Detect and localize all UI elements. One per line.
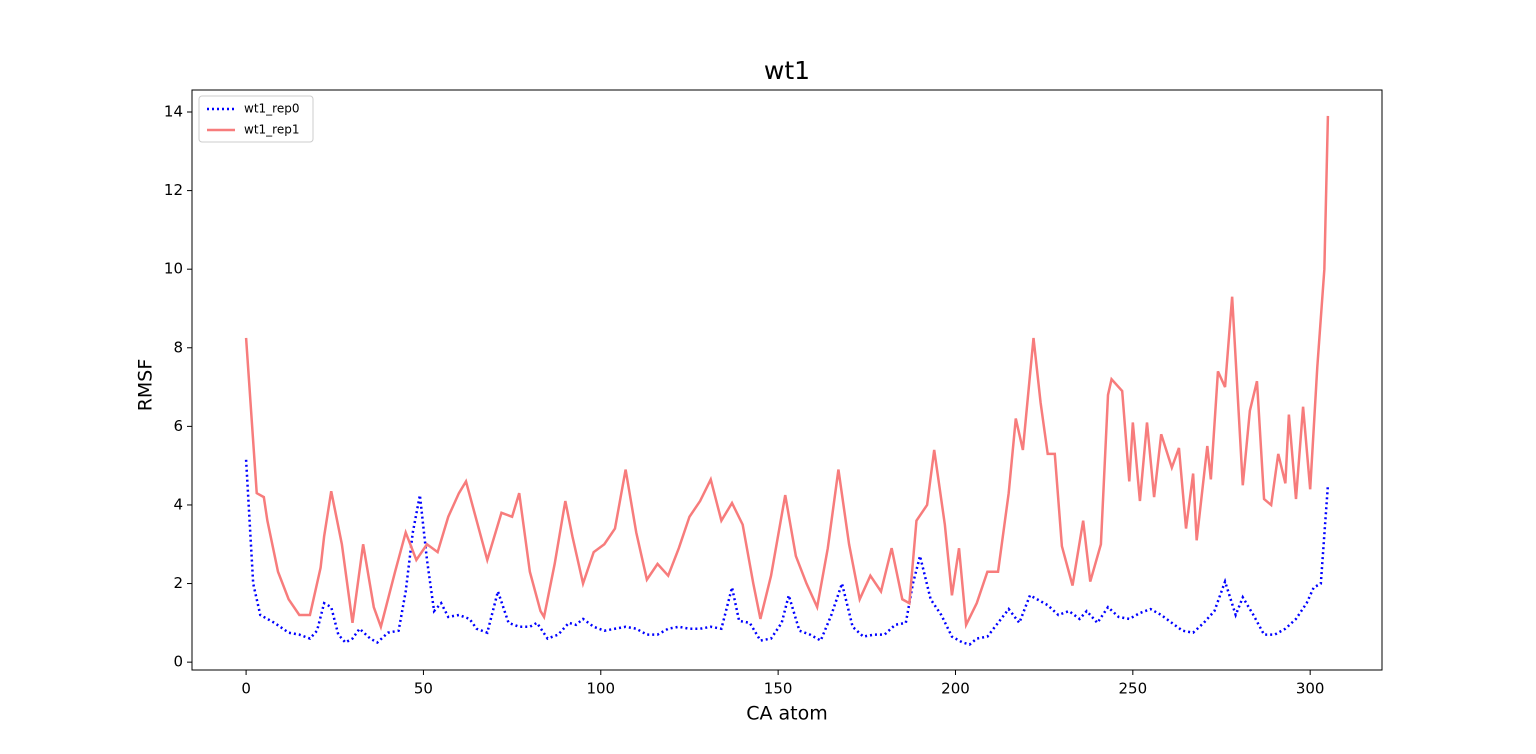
plot-frame (191, 89, 1383, 671)
y-axis-label: RMSF (135, 359, 157, 412)
legend-label: wt1_rep1 (244, 123, 299, 137)
y-tick-label: 14 (164, 103, 183, 121)
x-tick-label: 150 (764, 680, 793, 698)
y-tick-label: 10 (164, 260, 183, 278)
x-tick-label: 250 (1119, 680, 1148, 698)
y-tick-label: 2 (173, 574, 183, 592)
series-line (244, 115, 1330, 632)
series-line (244, 459, 1330, 646)
y-tick-label: 4 (173, 495, 183, 513)
x-axis-label: CA atom (746, 703, 828, 725)
legend-label: wt1_rep0 (244, 102, 299, 116)
chart-title: wt1 (764, 56, 810, 85)
y-tick-label: 6 (173, 417, 183, 435)
x-tick-label: 0 (241, 680, 251, 698)
x-tick-label: 300 (1296, 680, 1325, 698)
x-tick-label: 200 (941, 680, 970, 698)
x-tick-label: 100 (586, 680, 615, 698)
y-tick-label: 12 (164, 181, 183, 199)
y-tick-label: 8 (173, 338, 183, 356)
y-tick-label: 0 (173, 653, 183, 671)
x-tick-label: 50 (414, 680, 433, 698)
